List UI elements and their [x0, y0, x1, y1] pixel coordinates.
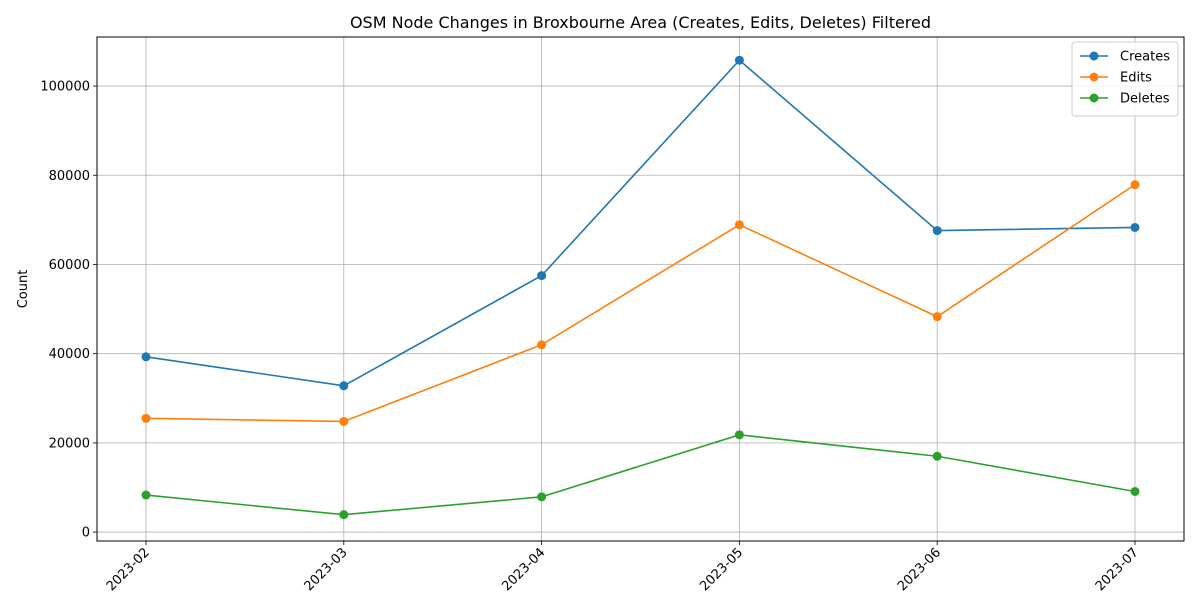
data-point-deletes [537, 492, 547, 502]
series-line-deletes [145, 434, 1136, 516]
y-axis: 0 20000 40000 60000 80000 100000 [40, 80, 97, 541]
chart-title: OSM Node Changes in Broxbourne Area (Cre… [350, 13, 931, 32]
y-tick-label: 80000 [49, 169, 90, 184]
series-line-creates [145, 59, 1136, 387]
data-point-edits [1130, 180, 1140, 190]
data-point-deletes [141, 490, 151, 500]
grid [97, 37, 1184, 541]
data-point-edits [932, 312, 942, 322]
data-point-creates [734, 55, 744, 65]
data-point-edits [141, 413, 151, 423]
data-point-deletes [339, 510, 349, 520]
y-tick-label: 40000 [49, 347, 90, 362]
legend-label-deletes: Deletes [1120, 92, 1170, 107]
legend-label-edits: Edits [1120, 71, 1152, 86]
data-point-creates [537, 271, 547, 281]
data-point-creates [141, 352, 151, 362]
x-tick-label: 2023-03 [302, 545, 351, 594]
y-tick-label: 60000 [49, 258, 90, 273]
data-point-deletes [1130, 486, 1140, 496]
x-tick-label: 2023-07 [1093, 545, 1142, 594]
data-point-edits [339, 416, 349, 426]
series-line-edits [145, 183, 1136, 423]
y-tick-label: 20000 [49, 436, 90, 451]
legend-marker-creates [1089, 51, 1099, 61]
x-tick-label: 2023-04 [499, 545, 548, 594]
data-point-deletes [734, 430, 744, 440]
plot-frame [96, 36, 1185, 542]
data-point-edits [537, 340, 547, 350]
x-tick-label: 2023-05 [697, 545, 746, 594]
x-tick-label: 2023-06 [895, 545, 944, 594]
legend-label-creates: Creates [1120, 50, 1170, 65]
y-axis-label: Count [16, 270, 31, 309]
series-group [141, 55, 1140, 520]
data-point-creates [1130, 222, 1140, 232]
data-point-edits [734, 220, 744, 230]
x-axis: 2023-02 2023-03 2023-04 2023-05 2023-06 2023-… [104, 541, 1142, 594]
y-tick-label: 0 [82, 526, 90, 541]
legend: Creates Edits Deletes [1071, 41, 1179, 117]
data-point-creates [932, 226, 942, 236]
legend-marker-deletes [1089, 93, 1099, 103]
legend-marker-edits [1089, 72, 1099, 82]
data-point-deletes [932, 451, 942, 461]
y-tick-label: 100000 [40, 80, 90, 95]
x-tick-label: 2023-02 [104, 545, 153, 594]
data-point-creates [339, 381, 349, 391]
